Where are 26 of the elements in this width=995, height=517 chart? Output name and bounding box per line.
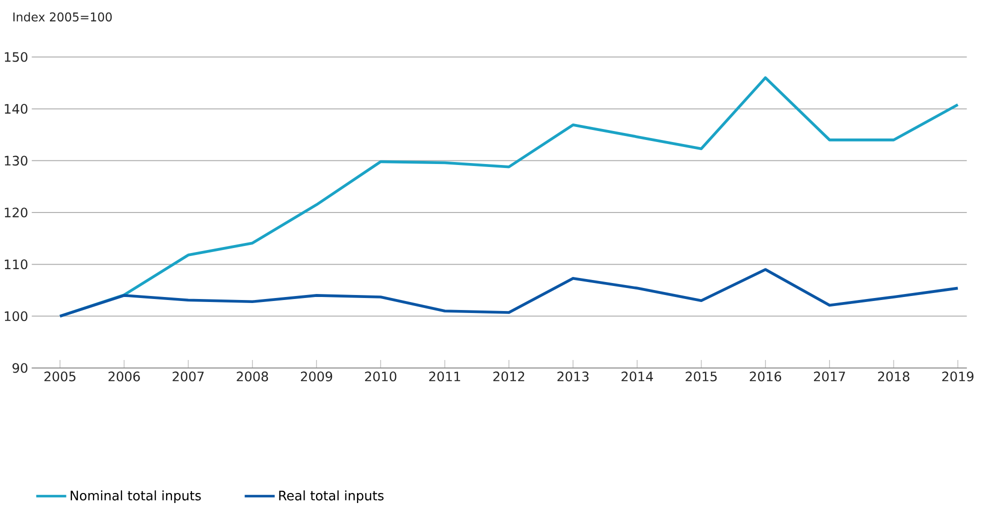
x-tick-label: 2008 xyxy=(236,372,268,382)
x-tick-label: 2012 xyxy=(493,372,524,382)
y-tick-label: 120 xyxy=(4,208,28,218)
x-tick-label: 2019 xyxy=(942,372,974,382)
y-tick-label: 140 xyxy=(4,104,28,114)
x-tick-label: 2014 xyxy=(622,372,653,382)
x-tick-label: 2017 xyxy=(814,372,845,382)
x-tick-label: 2007 xyxy=(172,372,204,382)
x-tick-label: 2010 xyxy=(365,372,396,382)
x-tick-label: 2016 xyxy=(750,372,782,382)
line-series xyxy=(58,268,960,318)
x-tick-label: 2009 xyxy=(300,372,332,382)
y-tick-label: 100 xyxy=(4,311,28,322)
x-tick-label: 2006 xyxy=(108,372,140,382)
x-tick-label: 2011 xyxy=(429,372,460,382)
legend-label: Real total inputs xyxy=(279,490,384,503)
y-tick-label: 110 xyxy=(4,259,28,270)
y-tick-label: 130 xyxy=(4,156,28,166)
y-tick-label: 150 xyxy=(4,52,28,62)
x-tick-label: 2015 xyxy=(686,372,717,382)
x-tick-label: 2018 xyxy=(878,372,910,382)
x-tick-label: 2005 xyxy=(44,372,76,382)
x-tick-label: 2013 xyxy=(557,372,589,382)
legend-label: Nominal total inputs xyxy=(70,490,201,503)
y-tick-label: 90 xyxy=(12,363,28,373)
y-axis-title: Index 2005=100 xyxy=(13,12,112,22)
